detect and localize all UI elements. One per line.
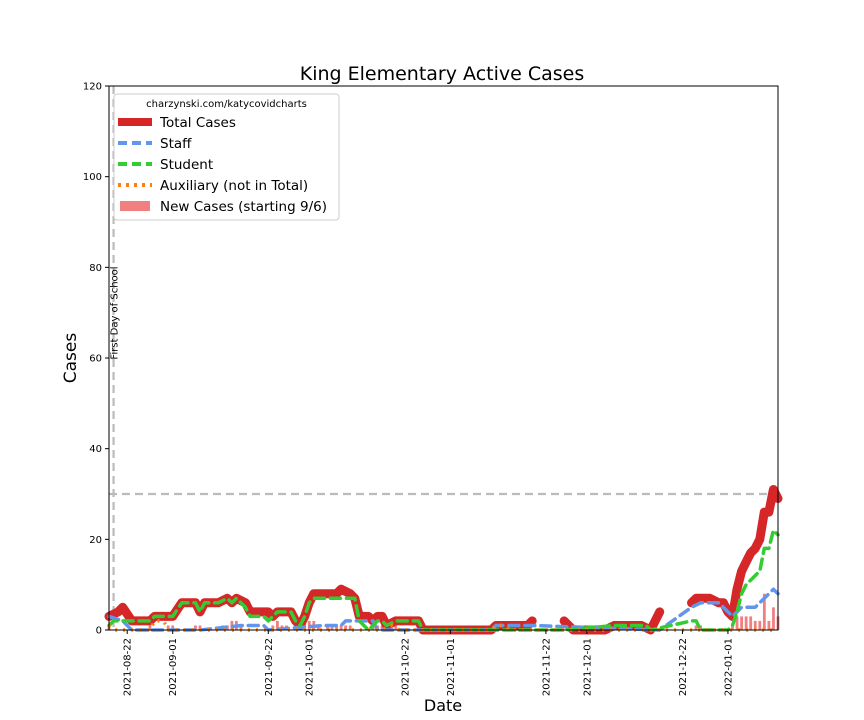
y-tick-label: 40 — [89, 444, 102, 455]
y-tick-label: 120 — [83, 82, 102, 93]
new-cases-bar — [344, 625, 348, 630]
y-tick-label: 20 — [89, 535, 102, 546]
legend-label-student: Student — [160, 157, 213, 173]
new-cases-bar — [194, 625, 197, 630]
student-line — [107, 528, 780, 632]
legend-label-auxiliary-not-in-total: Auxiliary (not in Total) — [160, 178, 308, 194]
new-cases-bar — [271, 625, 275, 630]
x-axis-label: Date — [424, 696, 462, 715]
new-cases-bar — [731, 625, 734, 630]
new-cases-bar — [148, 625, 152, 630]
new-cases-bar — [735, 616, 739, 630]
x-tick-label: 2021-08-22 — [123, 638, 134, 696]
y-tick-label: 80 — [89, 263, 102, 274]
new-cases-bar — [380, 625, 384, 630]
legend-box — [113, 93, 340, 221]
x-tick-label: 2021-11-01 — [446, 638, 457, 696]
new-cases-bar — [394, 625, 398, 630]
new-cases-bar — [330, 625, 334, 630]
new-cases-bar — [749, 616, 753, 630]
new-cases-bar — [762, 593, 766, 630]
new-cases-bar — [339, 625, 343, 630]
new-cases-bar — [326, 625, 329, 630]
new-cases-bar — [694, 625, 698, 630]
new-cases-bar — [767, 620, 771, 630]
new-cases-bar — [239, 625, 243, 630]
x-tick-label: 2021-11-22 — [541, 638, 552, 696]
auxiliary-not-in-total-line — [107, 619, 778, 632]
new-cases-bar — [348, 625, 352, 630]
x-tick-label: 2021-12-01 — [582, 638, 593, 696]
x-axis: 2021-08-22 2021-09-01 2021-09-22 2021-10-01… — [123, 630, 734, 696]
new-cases-bar — [758, 620, 762, 630]
y-tick-label: 100 — [83, 172, 102, 183]
legend-label-new-cases-starting-9-6: New Cases (starting 9/6) — [160, 199, 327, 215]
new-cases-bar — [335, 625, 338, 630]
x-tick-label: 2021-09-01 — [168, 638, 179, 696]
chart-title: King Elementary Active Cases — [300, 63, 585, 85]
legend-swatch-new-cases-starting-9-6 — [120, 201, 150, 211]
new-cases-bar — [744, 616, 748, 630]
new-cases-bar — [753, 620, 757, 630]
new-cases-bar — [316, 625, 320, 630]
x-tick-label: 2022-01-01 — [723, 638, 734, 696]
legend: charzynski.com/katycovidcharts Total Case… — [113, 93, 340, 221]
y-tick-label: 0 — [96, 626, 102, 637]
x-tick-label: 2021-09-22 — [264, 638, 275, 696]
new-cases-bar — [171, 625, 175, 630]
y-axis: 0 20 40 60 80 100 120 — [83, 82, 109, 637]
x-tick-label: 2021-12-22 — [678, 638, 689, 696]
legend-label-total-cases: Total Cases — [159, 115, 236, 131]
y-tick-label: 60 — [89, 354, 102, 365]
legend-label-staff: Staff — [160, 136, 192, 152]
x-tick-label: 2021-10-22 — [400, 638, 411, 696]
new-cases-bar — [275, 620, 279, 630]
legend-title: charzynski.com/katycovidcharts — [146, 99, 307, 110]
new-cases-bar — [772, 607, 775, 630]
first-day-of-school-label: First Day of School — [110, 266, 121, 359]
y-axis-label: Cases — [61, 333, 81, 384]
x-tick-label: 2021-10-01 — [305, 638, 316, 696]
new-cases-bar — [198, 625, 202, 630]
new-cases-bar — [740, 616, 743, 630]
new-cases-bar — [166, 625, 170, 630]
new-cases-bar — [699, 625, 703, 630]
